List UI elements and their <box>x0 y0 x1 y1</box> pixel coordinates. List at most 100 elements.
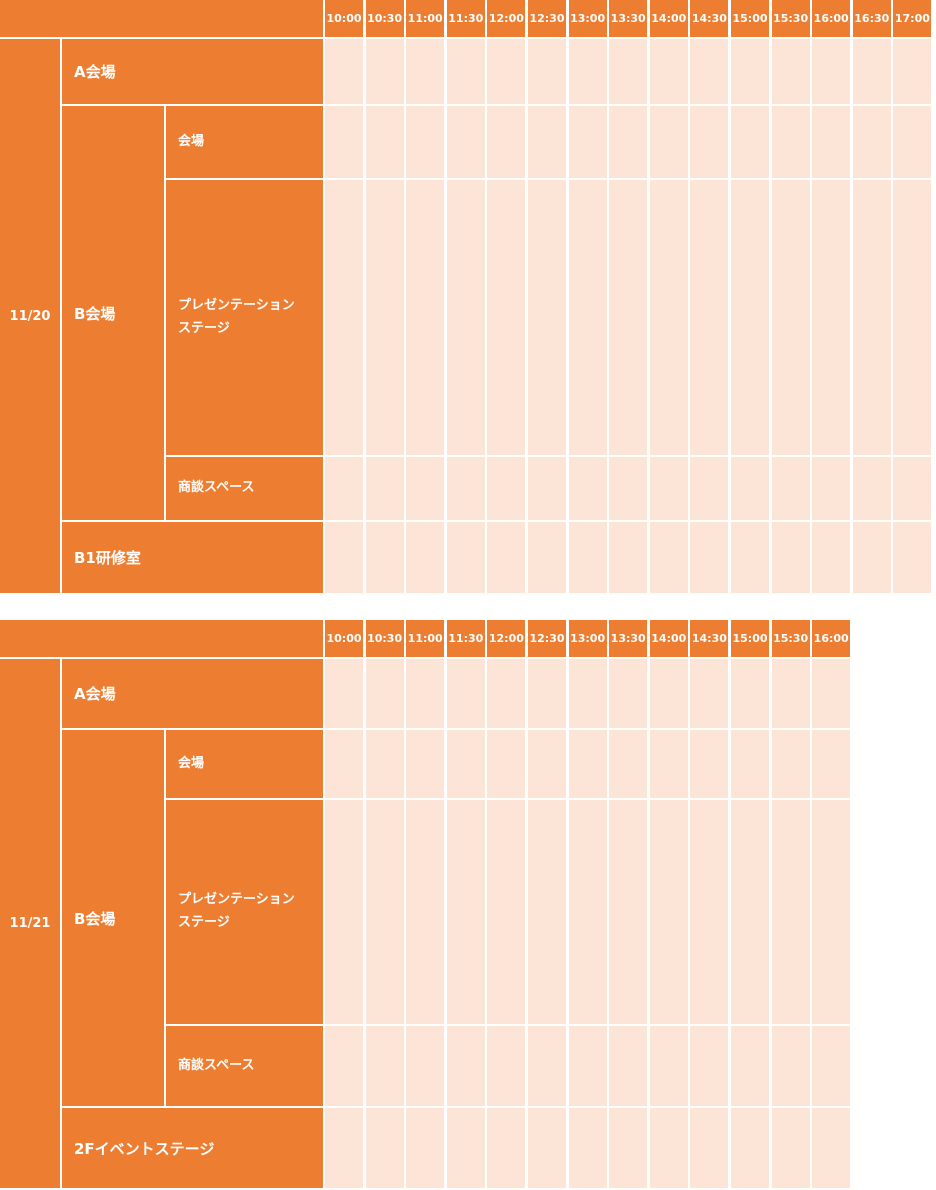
schedule-slot[interactable] <box>528 457 566 520</box>
schedule-slot[interactable] <box>690 1108 729 1188</box>
schedule-slot[interactable] <box>406 1026 445 1106</box>
schedule-slot[interactable] <box>446 800 485 1024</box>
schedule-slot[interactable] <box>325 1108 363 1188</box>
schedule-slot[interactable] <box>365 730 404 798</box>
schedule-slot[interactable] <box>568 659 607 728</box>
schedule-slot[interactable] <box>446 730 485 798</box>
schedule-slot[interactable] <box>731 659 769 728</box>
schedule-slot[interactable] <box>731 180 769 455</box>
schedule-slot[interactable] <box>325 800 363 1024</box>
schedule-slot[interactable] <box>893 39 932 104</box>
schedule-slot[interactable] <box>852 522 891 593</box>
schedule-slot[interactable] <box>487 39 526 104</box>
schedule-slot[interactable] <box>528 1026 566 1106</box>
schedule-slot[interactable] <box>325 659 363 728</box>
schedule-slot[interactable] <box>406 39 445 104</box>
schedule-slot[interactable] <box>528 106 566 178</box>
schedule-slot[interactable] <box>893 457 932 520</box>
schedule-slot[interactable] <box>609 1026 648 1106</box>
schedule-slot[interactable] <box>487 659 526 728</box>
schedule-slot[interactable] <box>568 457 607 520</box>
schedule-slot[interactable] <box>690 180 729 455</box>
schedule-slot[interactable] <box>446 659 485 728</box>
schedule-slot[interactable] <box>446 457 485 520</box>
schedule-slot[interactable] <box>812 1026 851 1106</box>
schedule-slot[interactable] <box>609 659 648 728</box>
schedule-slot[interactable] <box>325 730 363 798</box>
schedule-slot[interactable] <box>649 39 688 104</box>
schedule-slot[interactable] <box>609 39 648 104</box>
schedule-slot[interactable] <box>852 180 891 455</box>
schedule-slot[interactable] <box>690 800 729 1024</box>
schedule-slot[interactable] <box>609 106 648 178</box>
schedule-slot[interactable] <box>649 457 688 520</box>
schedule-slot[interactable] <box>609 730 648 798</box>
schedule-slot[interactable] <box>406 659 445 728</box>
schedule-slot[interactable] <box>528 1108 566 1188</box>
schedule-slot[interactable] <box>568 39 607 104</box>
schedule-slot[interactable] <box>528 180 566 455</box>
schedule-slot[interactable] <box>731 106 769 178</box>
schedule-slot[interactable] <box>568 180 607 455</box>
schedule-slot[interactable] <box>487 800 526 1024</box>
schedule-slot[interactable] <box>609 800 648 1024</box>
schedule-slot[interactable] <box>649 730 688 798</box>
schedule-slot[interactable] <box>690 39 729 104</box>
schedule-slot[interactable] <box>731 1108 769 1188</box>
schedule-slot[interactable] <box>568 730 607 798</box>
schedule-slot[interactable] <box>731 39 769 104</box>
schedule-slot[interactable] <box>568 1108 607 1188</box>
schedule-slot[interactable] <box>771 659 810 728</box>
schedule-slot[interactable] <box>406 522 445 593</box>
schedule-slot[interactable] <box>609 1108 648 1188</box>
schedule-slot[interactable] <box>365 522 404 593</box>
schedule-slot[interactable] <box>771 457 810 520</box>
schedule-slot[interactable] <box>771 180 810 455</box>
schedule-slot[interactable] <box>325 39 363 104</box>
schedule-slot[interactable] <box>852 39 891 104</box>
schedule-slot[interactable] <box>528 39 566 104</box>
schedule-slot[interactable] <box>690 457 729 520</box>
schedule-slot[interactable] <box>487 1108 526 1188</box>
schedule-slot[interactable] <box>406 1108 445 1188</box>
schedule-slot[interactable] <box>365 800 404 1024</box>
schedule-slot[interactable] <box>731 1026 769 1106</box>
schedule-slot[interactable] <box>731 730 769 798</box>
schedule-slot[interactable] <box>568 1026 607 1106</box>
schedule-slot[interactable] <box>771 1026 810 1106</box>
schedule-slot[interactable] <box>528 522 566 593</box>
schedule-slot[interactable] <box>609 180 648 455</box>
schedule-slot[interactable] <box>812 1108 851 1188</box>
schedule-slot[interactable] <box>690 1026 729 1106</box>
schedule-slot[interactable] <box>812 39 851 104</box>
schedule-slot[interactable] <box>325 522 363 593</box>
schedule-slot[interactable] <box>690 730 729 798</box>
schedule-slot[interactable] <box>568 522 607 593</box>
schedule-slot[interactable] <box>893 106 932 178</box>
schedule-slot[interactable] <box>812 800 851 1024</box>
schedule-slot[interactable] <box>365 180 404 455</box>
schedule-slot[interactable] <box>771 106 810 178</box>
schedule-slot[interactable] <box>325 106 363 178</box>
schedule-slot[interactable] <box>812 659 851 728</box>
schedule-slot[interactable] <box>609 522 648 593</box>
schedule-slot[interactable] <box>731 457 769 520</box>
schedule-slot[interactable] <box>365 457 404 520</box>
schedule-slot[interactable] <box>690 659 729 728</box>
schedule-slot[interactable] <box>649 1026 688 1106</box>
schedule-slot[interactable] <box>365 1026 404 1106</box>
schedule-slot[interactable] <box>731 522 769 593</box>
schedule-slot[interactable] <box>406 457 445 520</box>
schedule-slot[interactable] <box>649 800 688 1024</box>
schedule-slot[interactable] <box>771 800 810 1024</box>
schedule-slot[interactable] <box>487 180 526 455</box>
schedule-slot[interactable] <box>812 730 851 798</box>
schedule-slot[interactable] <box>365 659 404 728</box>
schedule-slot[interactable] <box>690 522 729 593</box>
schedule-slot[interactable] <box>406 180 445 455</box>
schedule-slot[interactable] <box>487 730 526 798</box>
schedule-slot[interactable] <box>568 800 607 1024</box>
schedule-slot[interactable] <box>446 106 485 178</box>
schedule-slot[interactable] <box>649 659 688 728</box>
schedule-slot[interactable] <box>406 106 445 178</box>
